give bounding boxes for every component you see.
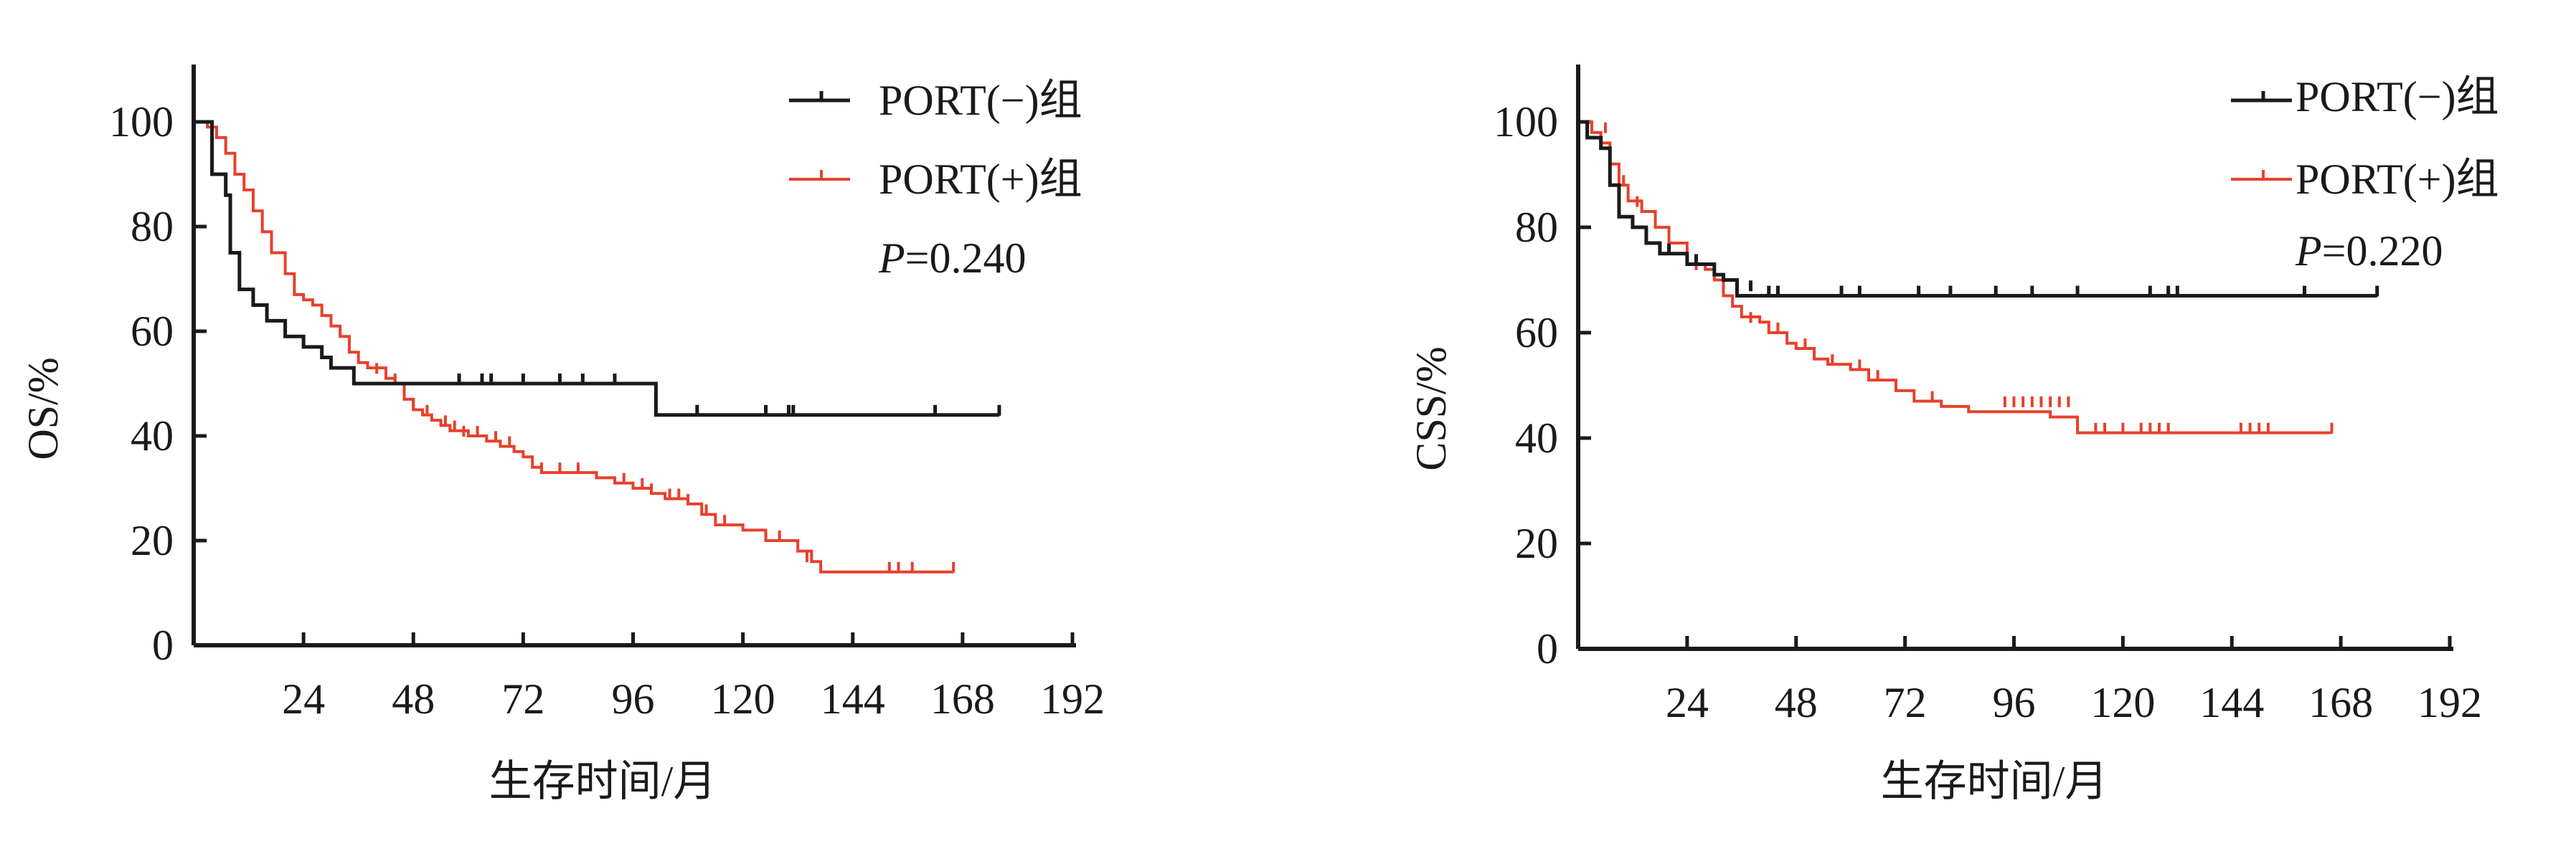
os-x-tick-label-144: 144 <box>821 675 885 723</box>
css-x-axis: 24 48 72 96 120 144 168 192 <box>1578 636 2482 726</box>
os-y-tick-label-80: 80 <box>131 203 174 250</box>
os-chart: 0 20 40 60 80 100 24 48 72 96 120 144 168 192 OS/% 生… <box>19 65 1105 805</box>
css-x-tick-label-192: 192 <box>2417 679 2482 726</box>
css-legend-label-port-neg: PORT(−)组 <box>2296 73 2499 120</box>
css-x-tick-label-168: 168 <box>2308 679 2373 726</box>
os-y-tick-label-40: 40 <box>131 412 174 460</box>
css-y-tick-label-0: 0 <box>1537 625 1558 673</box>
os-p-value: P=0.240 <box>878 234 1027 282</box>
os-x-tick-label-24: 24 <box>282 675 325 723</box>
os-xlabel: 生存时间/月 <box>489 758 717 805</box>
os-legend-label-port-pos: PORT(+)组 <box>879 156 1082 203</box>
os-ylabel: OS/% <box>19 357 67 460</box>
os-legend-label-port-neg: PORT(−)组 <box>879 77 1082 124</box>
os-y-tick-label-100: 100 <box>109 98 174 146</box>
os-y-axis: 0 20 40 60 80 100 <box>109 65 207 669</box>
css-ylabel: CSS/% <box>1407 346 1455 470</box>
css-xlabel: 生存时间/月 <box>1881 758 2108 805</box>
css-x-tick-label-24: 24 <box>1666 679 1709 726</box>
os-legend-item-port-neg: PORT(−)组 <box>789 77 1082 124</box>
os-legend-item-port-pos: PORT(+)组 <box>789 156 1082 203</box>
css-legend-item-port-pos: PORT(+)组 <box>2231 156 2499 203</box>
css-legend-label-port-pos: PORT(+)组 <box>2296 156 2499 203</box>
css-legend: PORT(−)组 PORT(+)组 P=0.220 <box>2231 73 2499 275</box>
css-p-value: P=0.220 <box>2295 227 2443 275</box>
css-series-port-neg-line <box>1578 120 2377 298</box>
css-y-axis: 0 20 40 60 80 100 <box>1494 65 1591 673</box>
os-x-tick-label-120: 120 <box>711 675 775 723</box>
css-x-tick-label-96: 96 <box>1993 679 2036 726</box>
os-plot-area <box>194 120 1001 574</box>
css-p-number: =0.220 <box>2322 227 2443 275</box>
css-p-symbol: P <box>2295 227 2322 275</box>
os-legend: PORT(−)组 PORT(+)组 P=0.240 <box>789 77 1082 282</box>
os-series-port-neg-line <box>194 120 999 417</box>
css-y-tick-label-20: 20 <box>1515 520 1558 567</box>
os-x-tick-label-48: 48 <box>392 675 435 723</box>
os-x-axis: 24 48 72 96 120 144 168 192 <box>194 632 1105 723</box>
os-p-number: =0.240 <box>905 234 1027 282</box>
os-x-tick-label-96: 96 <box>612 675 655 723</box>
os-p-symbol: P <box>878 234 905 282</box>
css-x-tick-label-72: 72 <box>1884 679 1927 726</box>
css-legend-item-port-neg: PORT(−)组 <box>2231 73 2499 120</box>
css-series-port-pos-line <box>1578 120 2332 434</box>
os-x-tick-label-168: 168 <box>930 675 995 723</box>
os-y-tick-label-20: 20 <box>131 517 174 564</box>
css-plot-area <box>1578 120 2379 434</box>
css-x-tick-label-120: 120 <box>2090 679 2155 726</box>
css-y-tick-label-80: 80 <box>1515 204 1558 251</box>
os-y-tick-label-60: 60 <box>131 308 174 355</box>
css-x-tick-label-144: 144 <box>2199 679 2264 726</box>
css-y-tick-label-100: 100 <box>1494 98 1558 146</box>
css-y-tick-label-60: 60 <box>1515 309 1558 356</box>
os-x-tick-label-72: 72 <box>501 675 544 723</box>
css-x-tick-label-48: 48 <box>1775 679 1818 726</box>
css-y-tick-label-40: 40 <box>1515 414 1558 462</box>
os-y-tick-label-0: 0 <box>152 622 174 669</box>
os-x-tick-label-192: 192 <box>1040 675 1105 723</box>
